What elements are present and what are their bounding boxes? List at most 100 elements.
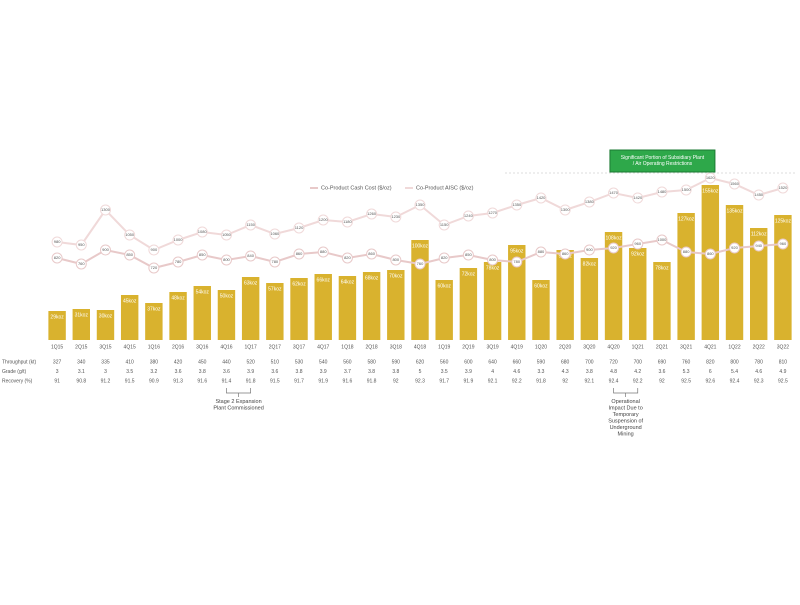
table-cell: 92.2 (512, 378, 522, 384)
point-label: 1420 (633, 195, 643, 200)
x-tick-label: 4Q21 (704, 344, 716, 350)
table-cell: 3.8 (368, 369, 375, 375)
table-cell: 3.5 (441, 369, 448, 375)
bar-label: 57koz (268, 286, 282, 292)
line-point (269, 256, 281, 268)
bar (193, 286, 211, 340)
bar-label: 127koz (678, 216, 695, 222)
bar-label: 125koz (775, 218, 792, 224)
table-cell: 91.6 (197, 378, 207, 384)
line-point (124, 249, 136, 261)
bar-label: 95koz (510, 248, 524, 254)
x-tick-label: 2Q17 (269, 344, 281, 350)
table-cell: 560 (343, 359, 352, 365)
line-point (753, 240, 765, 252)
table-cell: 91 (54, 378, 60, 384)
point-label: 1230 (391, 214, 401, 219)
line-point (196, 249, 208, 261)
bar (362, 272, 381, 340)
line-point (438, 219, 450, 231)
bar (48, 311, 66, 340)
table-cell: 340 (77, 359, 86, 365)
point-label: 1050 (125, 232, 135, 237)
line-point (390, 254, 402, 266)
table-cell: 620 (416, 359, 425, 365)
line-point (680, 246, 692, 258)
table-cell: 4.8 (610, 369, 617, 375)
table-cell: 5 (419, 369, 422, 375)
line-point (172, 256, 184, 268)
table-cell: 4.9 (779, 369, 786, 375)
bar-label: 68koz (365, 275, 379, 281)
table-cell: 4.6 (755, 369, 762, 375)
x-tick-label: 2Q21 (656, 344, 668, 350)
point-label: 1240 (464, 213, 474, 218)
table-cell: 92.5 (778, 378, 788, 384)
bar-label: 37koz (147, 306, 161, 312)
table-cell: 91.3 (173, 378, 183, 384)
table-cell: 4 (491, 369, 494, 375)
bar (217, 290, 236, 340)
table-cell: 600 (464, 359, 473, 365)
line-point (293, 222, 305, 234)
line-point (414, 258, 426, 270)
x-tick-label: 1Q21 (632, 344, 644, 350)
bar (411, 240, 429, 340)
point-label: 720 (151, 265, 158, 270)
bar-label: 92koz (631, 251, 645, 257)
point-label: 880 (538, 249, 545, 254)
x-tick-label: 4Q17 (317, 344, 329, 350)
line-point (220, 254, 232, 266)
bar (701, 185, 720, 340)
point-label: 1000 (174, 237, 184, 242)
x-tick-label: 3Q18 (390, 344, 402, 350)
table-cell: 3.2 (150, 369, 157, 375)
point-label: 850 (465, 252, 472, 257)
table-cell: 3.7 (344, 369, 351, 375)
x-tick-label: 3Q22 (777, 344, 789, 350)
table-cell: 91.5 (125, 378, 135, 384)
point-label: 900 (151, 247, 158, 252)
line-point (51, 236, 63, 248)
point-label: 860 (368, 251, 375, 256)
table-cell: 92 (659, 378, 665, 384)
table-cell: 92.6 (705, 378, 715, 384)
table-cell: 590 (537, 359, 546, 365)
table-cell: 4.2 (634, 369, 641, 375)
table-cell: 91.4 (222, 378, 232, 384)
x-tick-label: 4Q19 (511, 344, 523, 350)
table-cell: 92.1 (488, 378, 498, 384)
line-point (245, 219, 257, 231)
table-cell: 520 (246, 359, 255, 365)
bar-label: 70koz (389, 273, 403, 279)
point-label: 800 (223, 257, 230, 262)
point-label: 1050 (222, 232, 232, 237)
line-point (75, 239, 87, 251)
x-tick-label: 4Q18 (414, 344, 426, 350)
point-label: 1150 (246, 222, 255, 227)
point-label: 1060 (270, 231, 280, 236)
bar (604, 232, 623, 340)
bar-label: 66koz (317, 277, 331, 283)
point-label: 950 (78, 242, 85, 247)
point-label: 800 (392, 257, 399, 262)
x-tick-label: 4Q15 (124, 344, 136, 350)
callout-box (609, 149, 716, 173)
legend: Co-Product Cash Cost ($/oz) Co-Product AI… (310, 185, 474, 191)
bar-label: 135koz (726, 208, 743, 214)
table-cell: 92.3 (754, 378, 764, 384)
bar (508, 245, 526, 340)
line-point (656, 234, 668, 246)
bar-label: 78koz (655, 265, 669, 271)
table-cell: 6 (709, 369, 712, 375)
point-label: 760 (417, 261, 424, 266)
line-point (220, 229, 232, 241)
line-point (341, 252, 353, 264)
bar-label: 100koz (412, 243, 429, 249)
table-cell: 580 (367, 359, 376, 365)
bar (145, 303, 163, 340)
table-cell: 3.9 (465, 369, 472, 375)
annotation-text: Operational Impact Due to Temporary Suspens… (608, 399, 643, 438)
table-cell: 92 (393, 378, 399, 384)
bar (629, 248, 647, 340)
